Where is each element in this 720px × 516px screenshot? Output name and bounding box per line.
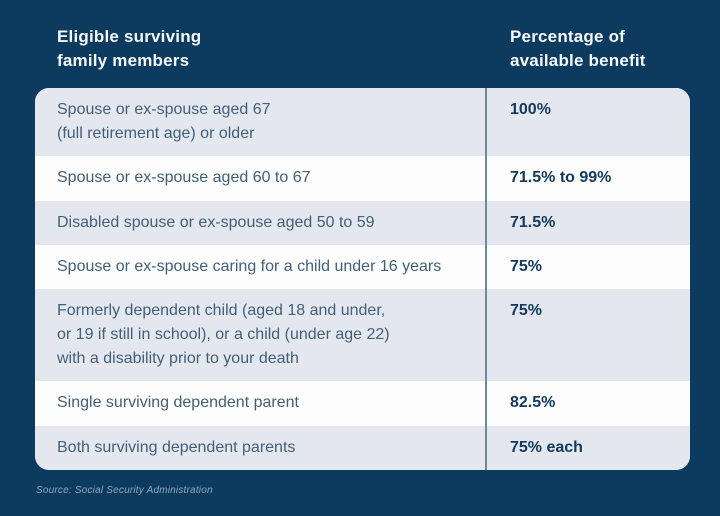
column-header-percentage: Percentage of available benefit	[510, 27, 646, 70]
table-row: Spouse or ex-spouse caring for a child u…	[35, 244, 690, 290]
benefit-cell: 82.5%	[485, 381, 690, 426]
table-row: Formerly dependent child (aged 18 and un…	[35, 289, 690, 382]
benefit-cell: 71.5% to 99%	[485, 156, 690, 201]
table-row: Spouse or ex-spouse aged 67 (full retire…	[35, 88, 690, 157]
member-cell: Both surviving dependent parents	[57, 438, 296, 456]
benefit-cell: 75% each	[485, 425, 690, 470]
benefit-cell: 100%	[485, 88, 690, 157]
column-header-members: Eligible surviving family members	[57, 27, 202, 70]
benefit-cell: 71.5%	[485, 200, 690, 245]
member-cell: Formerly dependent child (aged 18 and un…	[57, 302, 390, 368]
member-cell: Spouse or ex-spouse aged 60 to 67	[57, 169, 311, 187]
table-row: Disabled spouse or ex-spouse aged 50 to …	[35, 200, 690, 245]
table-row: Single surviving dependent parent 82.5%	[35, 381, 690, 426]
benefit-cell: 75%	[485, 244, 690, 290]
member-cell: Disabled spouse or ex-spouse aged 50 to …	[57, 213, 375, 231]
member-cell: Spouse or ex-spouse caring for a child u…	[57, 257, 442, 275]
benefit-cell: 75%	[485, 289, 690, 382]
table-row: Spouse or ex-spouse aged 60 to 67 71.5% …	[35, 156, 690, 201]
member-cell: Spouse or ex-spouse aged 67 (full retire…	[57, 101, 271, 142]
benefits-table: Spouse or ex-spouse aged 67 (full retire…	[35, 88, 690, 470]
member-cell: Single surviving dependent parent	[57, 394, 299, 412]
source-attribution: Source: Social Security Administration	[36, 485, 213, 496]
table-row: Both surviving dependent parents 75% eac…	[35, 425, 690, 470]
